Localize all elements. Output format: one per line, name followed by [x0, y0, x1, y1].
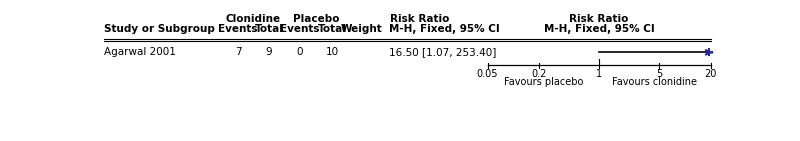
Text: Weight: Weight	[341, 24, 383, 34]
Text: M-H, Fixed, 95% CI: M-H, Fixed, 95% CI	[389, 24, 500, 34]
Text: Risk Ratio: Risk Ratio	[570, 14, 629, 24]
Text: 16.50 [1.07, 253.40]: 16.50 [1.07, 253.40]	[389, 47, 497, 57]
Text: 10: 10	[326, 47, 339, 57]
Text: Favours clonidine: Favours clonidine	[613, 77, 698, 87]
Text: 0.2: 0.2	[531, 69, 547, 79]
Text: M-H, Fixed, 95% CI: M-H, Fixed, 95% CI	[544, 24, 654, 34]
Text: 9: 9	[266, 47, 272, 57]
Text: Clonidine: Clonidine	[226, 14, 281, 24]
Text: 20: 20	[705, 69, 717, 79]
Text: Events: Events	[280, 24, 320, 34]
Text: Agarwal 2001: Agarwal 2001	[104, 47, 176, 57]
Text: Study or Subgroup: Study or Subgroup	[104, 24, 214, 34]
Text: Total: Total	[254, 24, 283, 34]
Text: 5: 5	[656, 69, 662, 79]
Text: Events: Events	[218, 24, 258, 34]
Text: 0.05: 0.05	[477, 69, 498, 79]
Text: Total: Total	[318, 24, 347, 34]
Text: Placebo: Placebo	[293, 14, 339, 24]
Text: 7: 7	[234, 47, 242, 57]
Text: Risk Ratio: Risk Ratio	[390, 14, 450, 24]
Text: 1: 1	[596, 69, 602, 79]
Text: 0: 0	[297, 47, 303, 57]
Text: Favours placebo: Favours placebo	[504, 77, 583, 87]
